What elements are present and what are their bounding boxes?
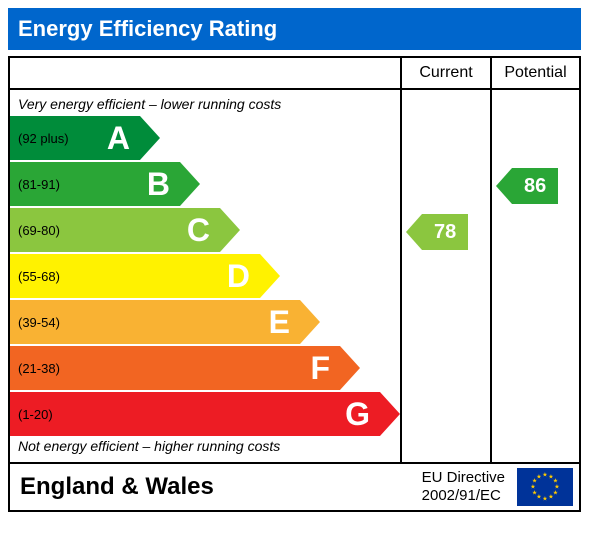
band-range: (92 plus)	[10, 131, 69, 146]
region-label: England & Wales	[10, 465, 414, 509]
chevron-right-icon	[220, 208, 240, 252]
chevron-right-icon	[260, 254, 280, 298]
band-letter: A	[107, 120, 130, 157]
band-bar: G	[10, 392, 380, 436]
title-text: Energy Efficiency Rating	[18, 16, 277, 41]
chevron-right-icon	[300, 300, 320, 344]
title-bar: Energy Efficiency Rating	[8, 8, 581, 50]
chevron-right-icon	[180, 162, 200, 206]
directive-line2: 2002/91/EC	[422, 487, 505, 505]
pointer-potential: 86	[496, 168, 558, 204]
band-d: D (55-68)	[10, 254, 400, 298]
star-icon: ★	[542, 472, 547, 479]
directive: EU Directive 2002/91/EC	[414, 465, 513, 509]
subtitle-bottom: Not energy efficient – higher running co…	[10, 438, 400, 458]
eu-flag-icon: ★★★★★★★★★★★★	[517, 468, 573, 506]
band-range: (21-38)	[10, 361, 60, 376]
star-icon: ★	[532, 490, 537, 497]
pointer-value: 78	[422, 214, 468, 250]
band-letter: B	[147, 166, 170, 203]
band-letter: F	[310, 350, 330, 387]
band-e: E (39-54)	[10, 300, 400, 344]
star-icon: ★	[542, 496, 547, 503]
body-row: Very energy efficient – lower running co…	[10, 90, 579, 462]
band-letter: D	[227, 258, 250, 295]
epc-chart: Energy Efficiency Rating Current Potenti…	[8, 8, 581, 512]
band-g: G (1-20)	[10, 392, 400, 436]
directive-line1: EU Directive	[422, 469, 505, 487]
band-range: (81-91)	[10, 177, 60, 192]
band-range: (39-54)	[10, 315, 60, 330]
star-icon: ★	[530, 484, 535, 491]
header-row: Current Potential	[10, 58, 579, 90]
rating-col-potential: 86	[490, 90, 579, 462]
header-spacer	[10, 58, 400, 88]
band-range: (69-80)	[10, 223, 60, 238]
rating-col-current: 78	[400, 90, 490, 462]
pointer-arrow-icon	[496, 168, 512, 204]
pointer-current: 78	[406, 214, 468, 250]
chart-box: Current Potential Very energy efficient …	[8, 56, 581, 512]
ratings-area: 78 86	[400, 90, 579, 462]
bars-area: Very energy efficient – lower running co…	[10, 90, 400, 462]
band-letter: E	[269, 304, 290, 341]
band-a: A (92 plus)	[10, 116, 400, 160]
chevron-right-icon	[380, 392, 400, 436]
band-letter: G	[345, 396, 370, 433]
band-f: F (21-38)	[10, 346, 400, 390]
band-letter: C	[187, 212, 210, 249]
pointer-arrow-icon	[406, 214, 422, 250]
star-icon: ★	[536, 473, 541, 480]
footer-row: England & Wales EU Directive 2002/91/EC …	[10, 462, 579, 510]
bands-container: A (92 plus) B (81-91) C (69-80) D (55-68) E (39-5…	[10, 116, 400, 436]
band-range: (55-68)	[10, 269, 60, 284]
header-potential: Potential	[490, 58, 579, 88]
subtitle-top: Very energy efficient – lower running co…	[10, 96, 400, 116]
chevron-right-icon	[140, 116, 160, 160]
band-c: C (69-80)	[10, 208, 400, 252]
chevron-right-icon	[340, 346, 360, 390]
band-range: (1-20)	[10, 407, 53, 422]
star-icon: ★	[548, 494, 553, 501]
pointer-value: 86	[512, 168, 558, 204]
header-current: Current	[400, 58, 490, 88]
band-b: B (81-91)	[10, 162, 400, 206]
